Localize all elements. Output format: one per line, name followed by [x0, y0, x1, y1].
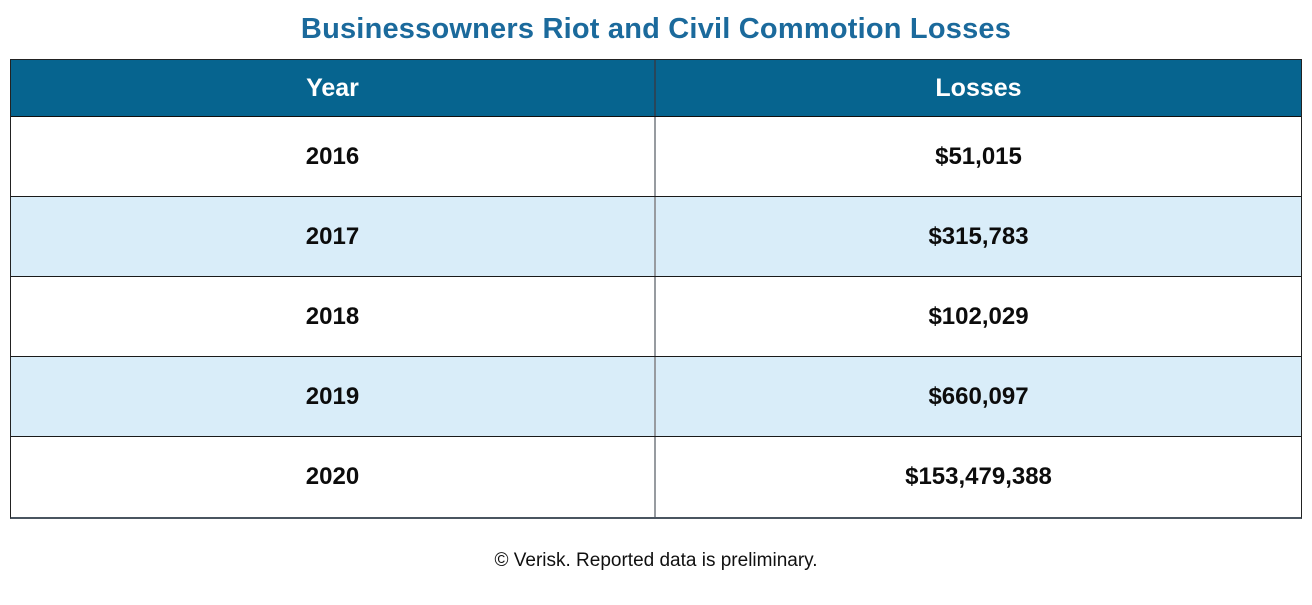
column-header-year: Year [11, 60, 656, 116]
table-header-row: Year Losses [11, 60, 1301, 117]
table-row: 2018 $102,029 [11, 277, 1301, 357]
year-cell: 2019 [11, 357, 656, 436]
year-cell: 2017 [11, 197, 656, 276]
table-row: 2017 $315,783 [11, 197, 1301, 277]
table-row: 2016 $51,015 [11, 117, 1301, 197]
year-cell: 2018 [11, 277, 656, 356]
table-row: 2019 $660,097 [11, 357, 1301, 437]
losses-cell: $153,479,388 [905, 463, 1052, 490]
year-cell: 2016 [11, 117, 656, 196]
page-title: Businessowners Riot and Civil Commotion … [300, 13, 1012, 45]
losses-cell: $315,783 [928, 222, 1029, 250]
table-row: 2020 $153,479,388 [11, 437, 1301, 517]
losses-cell: $51,015 [935, 142, 1022, 170]
losses-table: Year Losses 2016 $51,015 2017 $315,783 2… [10, 59, 1302, 519]
year-cell: 2020 [11, 437, 656, 517]
losses-cell: $102,029 [928, 302, 1029, 330]
copyright-footnote: © Verisk. Reported data is preliminary. [494, 550, 818, 571]
column-header-losses: Losses [935, 73, 1022, 102]
losses-cell: $660,097 [928, 382, 1029, 410]
